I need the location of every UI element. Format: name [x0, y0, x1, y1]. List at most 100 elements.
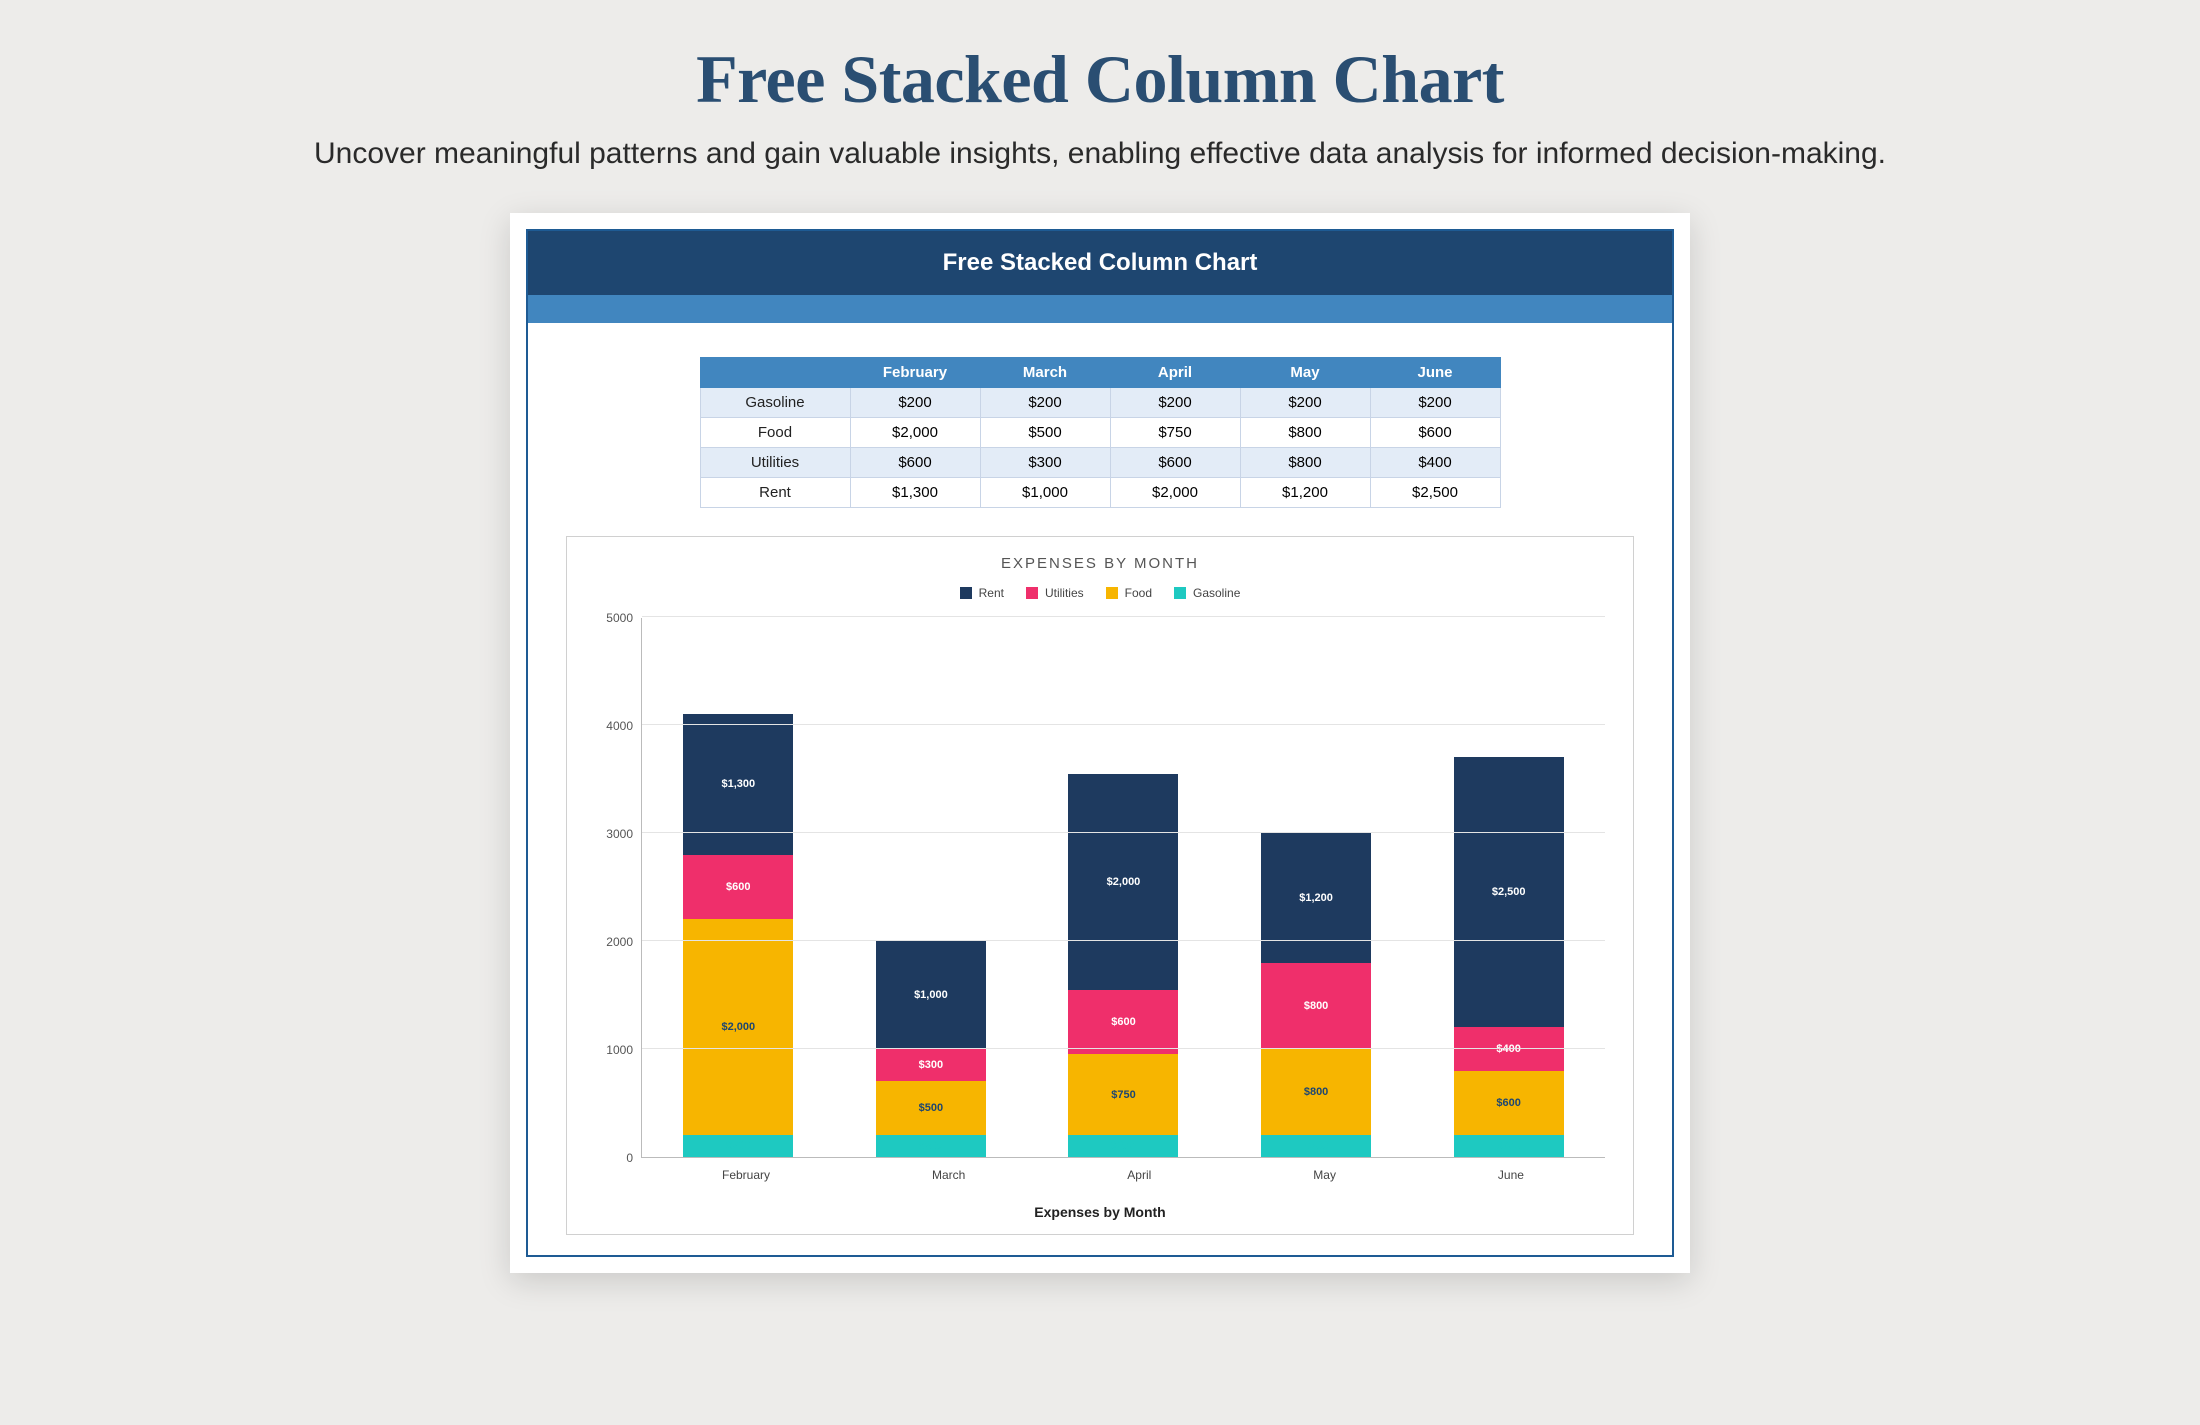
- table-row: Gasoline$200$200$200$200$200: [700, 388, 1500, 418]
- bar-segment-label: $300: [919, 1059, 943, 1071]
- bar-segment: $1,300: [683, 714, 793, 854]
- bar-segment-label: $1,300: [721, 778, 755, 790]
- x-tick-label: February: [722, 1168, 770, 1182]
- gridline: [642, 616, 1605, 617]
- y-tick-label: 1000: [585, 1043, 633, 1057]
- table-cell: $200: [1240, 388, 1370, 418]
- chart-plot-area: 010002000300040005000 $200$2,000$600$1,3…: [567, 618, 1633, 1158]
- table-cell: $1,300: [850, 478, 980, 508]
- table-header-cell: May: [1240, 358, 1370, 388]
- chart-legend: Rent Utilities Food Gasoline: [960, 586, 1241, 600]
- table-row: Utilities$600$300$600$800$400: [700, 448, 1500, 478]
- document-border: Free Stacked Column Chart February March…: [526, 229, 1674, 1257]
- gridline: [642, 940, 1605, 941]
- page-root: Free Stacked Column Chart Uncover meanin…: [0, 0, 2200, 1273]
- gridline: [642, 724, 1605, 725]
- chart-axis-title: Expenses by Month: [1034, 1204, 1165, 1220]
- table-row: Food$2,000$500$750$800$600: [700, 418, 1500, 448]
- table-cell: $800: [1240, 448, 1370, 478]
- bar-column: $200 $800 $800 $1,200: [1261, 833, 1371, 1157]
- bar-segment-label: $200: [1111, 1140, 1135, 1152]
- table-row: Rent$1,300$1,000$2,000$1,200$2,500: [700, 478, 1500, 508]
- legend-swatch: [1174, 587, 1186, 599]
- legend-swatch: [1026, 587, 1038, 599]
- table-cell: $800: [1240, 418, 1370, 448]
- gridline: [642, 832, 1605, 833]
- table-cell: $600: [850, 448, 980, 478]
- x-tick-label: March: [932, 1168, 965, 1182]
- bar-segment-label: $600: [1111, 1016, 1135, 1028]
- table-cell: $200: [1370, 388, 1500, 418]
- table-cell: $200: [1110, 388, 1240, 418]
- bar-segment-label: $800: [1304, 1000, 1328, 1012]
- bar-segment: $600: [1454, 1071, 1564, 1136]
- bar-segment-label: $800: [1304, 1086, 1328, 1098]
- table-row-label: Food: [700, 418, 850, 448]
- legend-item: Gasoline: [1174, 586, 1240, 600]
- y-tick-label: 3000: [585, 827, 633, 841]
- legend-label: Food: [1125, 586, 1152, 600]
- table-header-cell: June: [1370, 358, 1500, 388]
- table-cell: $2,500: [1370, 478, 1500, 508]
- chart-y-axis: 010002000300040005000: [585, 618, 641, 1158]
- bar-segment: $2,000: [683, 919, 793, 1135]
- bar-column: $200$600$400$2,500: [1454, 757, 1564, 1157]
- table-cell: $600: [1110, 448, 1240, 478]
- bar-segment: $750: [1068, 1054, 1178, 1135]
- chart-x-labels: FebruaryMarchAprilMayJune: [641, 1168, 1605, 1182]
- y-tick-label: 4000: [585, 719, 633, 733]
- x-tick-label: June: [1498, 1168, 1524, 1182]
- bar-segment-label: $750: [1111, 1089, 1135, 1101]
- bar-segment: $600: [1068, 990, 1178, 1055]
- bar-segment-label: $200: [1496, 1140, 1520, 1152]
- bar-segment: $200: [1261, 1135, 1371, 1157]
- bar-segment: $800: [1261, 963, 1371, 1049]
- legend-item: Rent: [960, 586, 1004, 600]
- chart-bars: $200 $2,000 $600 $1,300 $200 $500 $300 $1,000 $2…: [642, 618, 1605, 1157]
- document-card: Free Stacked Column Chart February March…: [510, 213, 1690, 1273]
- bar-segment: $200: [1454, 1135, 1564, 1157]
- bar-segment: $200: [876, 1135, 986, 1157]
- document-banner-accent: [528, 295, 1672, 323]
- table-header-row: February March April May June: [700, 358, 1500, 388]
- table-cell: $200: [980, 388, 1110, 418]
- bar-segment-label: $200: [726, 1140, 750, 1152]
- table-cell: $300: [980, 448, 1110, 478]
- bar-segment: $500: [876, 1081, 986, 1135]
- table-cell: $2,000: [850, 418, 980, 448]
- page-title: Free Stacked Column Chart: [696, 40, 1504, 119]
- table-cell: $750: [1110, 418, 1240, 448]
- bar-segment-label: $1,000: [914, 989, 948, 1001]
- y-tick-label: 2000: [585, 935, 633, 949]
- bar-segment-label: $600: [1496, 1097, 1520, 1109]
- bar-segment: $2,000: [1068, 774, 1178, 990]
- legend-swatch: [1106, 587, 1118, 599]
- x-tick-label: May: [1313, 1168, 1336, 1182]
- bar-segment: $1,200: [1261, 833, 1371, 963]
- legend-label: Gasoline: [1193, 586, 1240, 600]
- chart-container: EXPENSES BY MONTH RentUtilitiesFoodGasol…: [566, 536, 1634, 1235]
- bar-segment: $300: [876, 1049, 986, 1081]
- legend-item: Food: [1106, 586, 1152, 600]
- table-header-cell: March: [980, 358, 1110, 388]
- table-cell: $1,200: [1240, 478, 1370, 508]
- bar-segment-label: $200: [1304, 1140, 1328, 1152]
- bar-segment-label: $200: [919, 1140, 943, 1152]
- table-cell: $600: [1370, 418, 1500, 448]
- table-cell: $400: [1370, 448, 1500, 478]
- bar-segment-label: $1,200: [1299, 892, 1333, 904]
- table-header-cell: February: [850, 358, 980, 388]
- chart-x-axis: FebruaryMarchAprilMayJune: [567, 1168, 1633, 1182]
- y-tick-label: 0: [585, 1151, 633, 1165]
- bar-segment-label: $600: [726, 881, 750, 893]
- bar-segment: $200: [1068, 1135, 1178, 1157]
- table-row-label: Rent: [700, 478, 850, 508]
- chart-plot: $200 $2,000 $600 $1,300 $200 $500 $300 $1,000 $2…: [641, 618, 1605, 1158]
- legend-item: Utilities: [1026, 586, 1084, 600]
- document-banner-title: Free Stacked Column Chart: [943, 249, 1258, 277]
- legend-label: Rent: [979, 586, 1004, 600]
- bar-column: $200 $2,000 $600 $1,300: [683, 714, 793, 1157]
- expenses-table: February March April May June Gasoline$2…: [700, 357, 1501, 508]
- bar-segment-label: $2,000: [721, 1021, 755, 1033]
- bar-segment: $600: [683, 855, 793, 920]
